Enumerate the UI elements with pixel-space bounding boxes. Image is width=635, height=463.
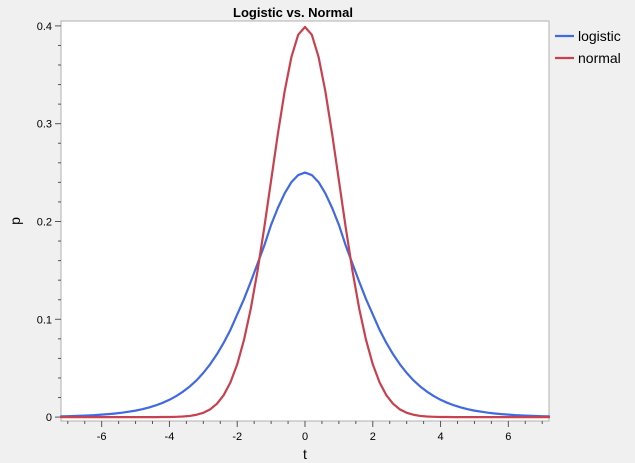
x-tick-label: -2 [232, 431, 242, 443]
y-axis-title: p [7, 217, 23, 225]
y-axis: 0 0.1 0.2 0.3 0.4 [37, 21, 61, 424]
series-line-normal [59, 25, 551, 419]
series-layer [59, 25, 551, 419]
y-tick-label: 0.4 [37, 21, 52, 33]
legend: logistic normal [555, 28, 621, 66]
y-tick-label: 0.2 [37, 216, 52, 228]
y-tick-label: 0.1 [37, 314, 52, 326]
y-tick-label: 0.3 [37, 119, 52, 131]
y-tick-label: 0 [46, 412, 52, 424]
x-tick-label: 0 [302, 431, 308, 443]
x-tick-label: -4 [165, 431, 175, 443]
x-tick-label: 4 [437, 431, 443, 443]
x-axis: -6 -4 -2 0 2 4 6 [67, 421, 543, 443]
x-tick-label: 2 [370, 431, 376, 443]
x-tick-label: -6 [97, 431, 107, 443]
plot-area [60, 20, 550, 422]
legend-label-logistic: logistic [578, 28, 621, 44]
legend-label-normal: normal [578, 50, 621, 66]
chart-title: Logistic vs. Normal [233, 5, 353, 20]
x-tick-label: 6 [505, 431, 511, 443]
x-axis-title: t [303, 446, 307, 462]
series-line-logistic [59, 171, 551, 418]
